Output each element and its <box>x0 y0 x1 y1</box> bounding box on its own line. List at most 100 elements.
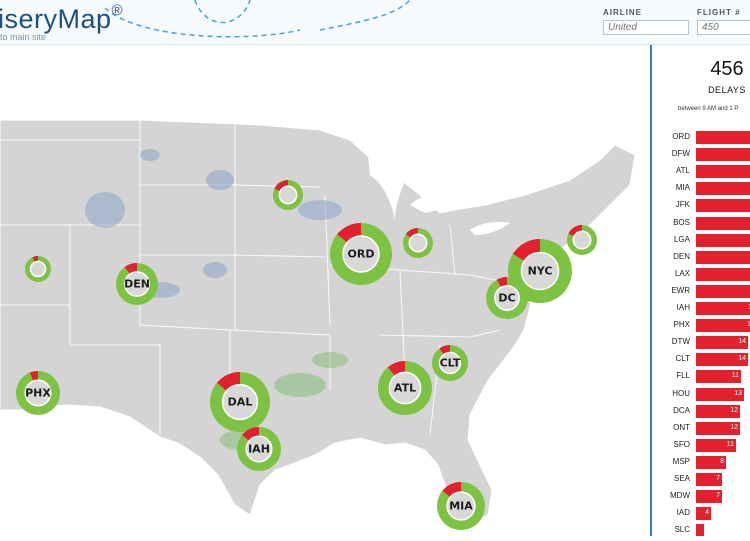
airport-delay-value: 11 <box>731 372 739 380</box>
hub-center <box>408 233 428 253</box>
hub-center <box>245 435 273 463</box>
airport-row-msp[interactable]: MSP 8 <box>652 454 750 471</box>
airport-code: DFW <box>671 149 690 159</box>
hub-iah[interactable]: IAH <box>237 427 281 471</box>
hub-mia[interactable]: MIA <box>437 482 485 530</box>
airport-delay-bar <box>696 250 750 264</box>
airport-delay-bar <box>696 524 704 536</box>
airport-code: SEA <box>673 474 690 483</box>
airport-row-iah[interactable]: IAH 1 <box>652 300 750 317</box>
airport-delay-value: 12 <box>730 406 738 414</box>
airport-delay-value: 8 <box>720 457 724 465</box>
header-route-arcs <box>104 0 411 38</box>
airport-delay-value: 14 <box>738 338 746 346</box>
airport-code: DCA <box>673 405 690 415</box>
airport-row-iad[interactable]: IAD 4 <box>652 505 750 522</box>
hub-center <box>494 285 520 311</box>
hub-center <box>29 260 47 278</box>
airport-row-jfk[interactable]: JFK <box>652 197 750 214</box>
hub-phx[interactable]: PHX <box>16 371 60 415</box>
us-delay-map[interactable]: DEN ORD NYC DC ATL CLT DAL IAH PHX MIA <box>0 45 648 536</box>
airport-code: IAD <box>676 508 690 518</box>
airport-row-lax[interactable]: LAX <box>652 266 750 283</box>
app-header: iseryMap® to main site AIRLINE FLIGHT # <box>0 0 750 45</box>
airport-delay-value: 14 <box>738 355 746 363</box>
airport-delay-bar <box>696 490 722 504</box>
airport-row-dtw[interactable]: DTW 14 <box>652 334 750 351</box>
airport-row-sfo[interactable]: SFO 11 <box>652 437 750 454</box>
airport-row-ont[interactable]: ONT 12 <box>652 420 750 437</box>
airport-row-clt[interactable]: CLT 14 <box>652 351 750 368</box>
airport-code: ONT <box>673 422 690 432</box>
airport-code: MIA <box>675 183 690 193</box>
airport-row-fll[interactable]: FLL 11 <box>652 368 750 385</box>
airport-code: DEN <box>673 251 690 261</box>
hub-den[interactable]: DEN <box>116 263 158 305</box>
airport-delay-bar <box>696 267 750 281</box>
airline-input[interactable] <box>603 20 689 35</box>
hub-label: IAH <box>248 443 270 456</box>
airport-row-mia[interactable]: MIA <box>652 180 750 197</box>
airport-code: SLC <box>674 525 690 535</box>
hub-label: DAL <box>228 396 253 409</box>
airport-row-slc[interactable]: SLC <box>652 522 750 536</box>
hub-dc[interactable]: DC <box>486 277 528 319</box>
airport-code: DTW <box>671 337 690 347</box>
airport-row-dfw[interactable]: DFW <box>652 146 750 163</box>
airport-delay-value: 7 <box>716 475 720 482</box>
airport-row-bos[interactable]: BOS <box>652 215 750 232</box>
hub-ord[interactable]: ORD <box>330 223 392 285</box>
hub-center <box>342 235 380 273</box>
airport-delay-bar <box>696 473 722 486</box>
hub-label: MIA <box>449 500 473 513</box>
airport-row-sea[interactable]: SEA 7 <box>652 471 750 488</box>
airport-row-dca[interactable]: DCA 12 <box>652 403 750 420</box>
airport-row-atl[interactable]: ATL <box>652 163 750 180</box>
airport-row-hou[interactable]: HOU 13 <box>652 386 750 403</box>
airport-code: JFK <box>675 200 690 210</box>
airport-row-ord[interactable]: ORD <box>652 129 750 146</box>
app-logo[interactable]: iseryMap® <box>0 2 124 34</box>
hub-minor-10[interactable] <box>273 180 303 210</box>
flight-label: FLIGHT # <box>697 8 741 17</box>
hub-clt[interactable]: CLT <box>432 345 468 381</box>
airport-delay-value: 7 <box>716 492 720 500</box>
main-site-link[interactable]: to main site <box>0 32 47 42</box>
airport-row-den[interactable]: DEN <box>652 249 750 266</box>
hub-center <box>520 251 560 291</box>
hub-center <box>124 271 150 297</box>
airport-code: ORD <box>672 132 690 141</box>
flight-input[interactable] <box>697 20 750 35</box>
map-canvas[interactable]: DEN ORD NYC DC ATL CLT DAL IAH PHX MIA <box>0 45 648 536</box>
hub-minor-12[interactable] <box>567 225 597 255</box>
hub-center <box>24 379 52 407</box>
airport-delay-value: 1 <box>740 304 750 311</box>
airport-delay-bar <box>696 148 750 162</box>
airport-delay-bar <box>696 199 750 213</box>
airport-delay-value: 4 <box>705 509 709 517</box>
airport-code: FLL <box>676 371 690 381</box>
hub-minor-13[interactable] <box>25 256 51 282</box>
airport-delay-bar <box>696 302 750 315</box>
airport-delay-bar <box>696 216 750 230</box>
airport-code: CLT <box>675 354 690 364</box>
hub-minor-11[interactable] <box>403 228 433 258</box>
airport-code: HOU <box>672 388 690 398</box>
hub-center <box>446 491 476 521</box>
airport-delay-bar <box>696 336 748 350</box>
hub-atl[interactable]: ATL <box>378 361 432 415</box>
airport-row-ewr[interactable]: EWR <box>652 283 750 300</box>
airport-row-mdw[interactable]: MDW 7 <box>652 488 750 505</box>
airline-label: AIRLINE <box>603 8 642 17</box>
airport-row-phx[interactable]: PHX 1 <box>652 317 750 334</box>
hub-dal[interactable]: DAL <box>210 372 270 432</box>
airport-delay-value: 1 <box>739 321 750 328</box>
airport-delay-bar <box>696 404 740 418</box>
hub-label: NYC <box>528 265 553 278</box>
hub-label: CLT <box>440 357 461 370</box>
airport-code: ATL <box>675 166 690 176</box>
airport-row-lga[interactable]: LGA <box>652 232 750 249</box>
hub-label: ATL <box>394 382 416 395</box>
hub-label: DEN <box>124 278 150 291</box>
airport-code: SFO <box>673 439 690 449</box>
